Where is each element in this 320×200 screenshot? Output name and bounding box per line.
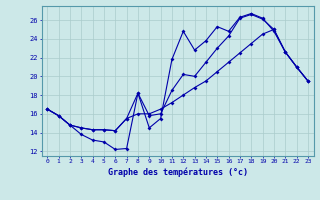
X-axis label: Graphe des températures (°c): Graphe des températures (°c): [108, 167, 248, 177]
